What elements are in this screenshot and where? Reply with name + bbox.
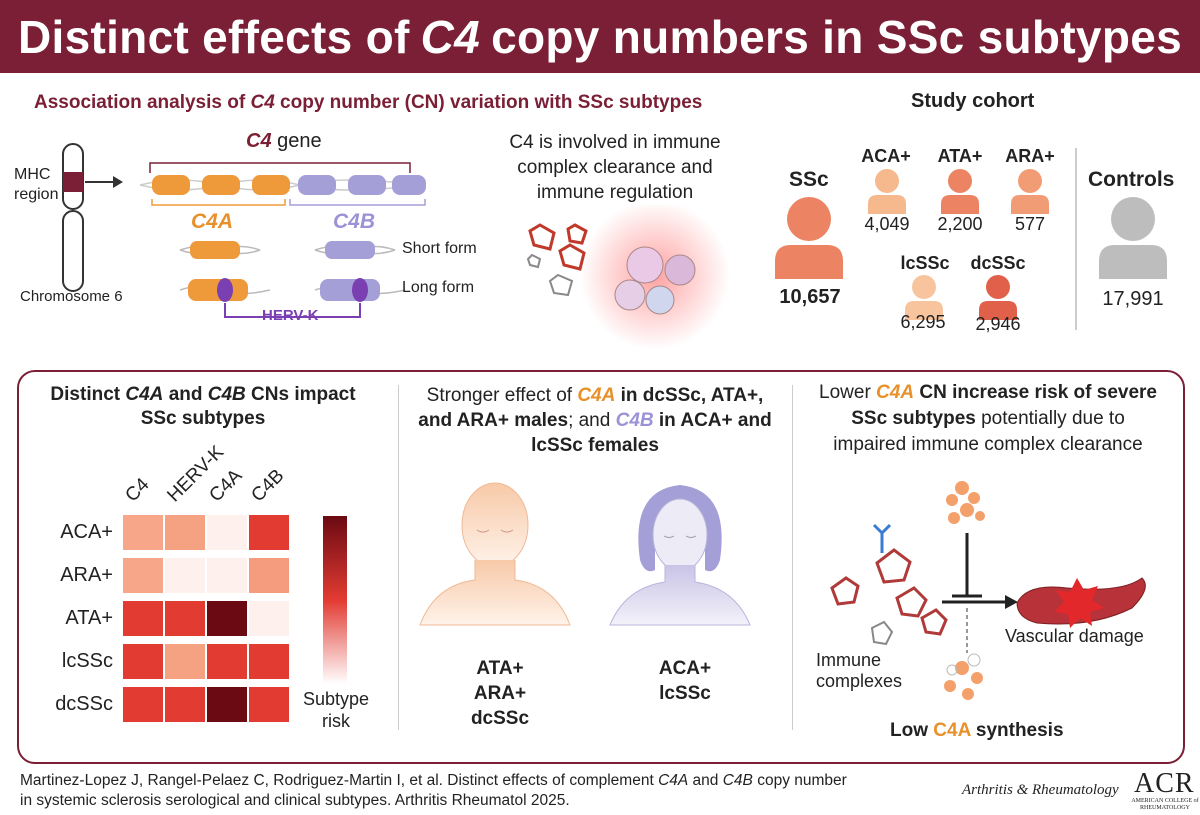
panel-divider-2 (792, 385, 793, 730)
heatmap-cell (165, 558, 205, 593)
title-text: Distinct effects of (18, 10, 410, 63)
ssc-person-icon (775, 197, 843, 279)
heatmap-cell (123, 558, 163, 593)
immune-complexes-label: Immune complexes (816, 650, 903, 691)
immune-clearance-illustration (526, 205, 730, 350)
heatmap-legend-label: Subtype risk (302, 689, 370, 731)
heatmap-legend-bar (323, 516, 347, 684)
heatmap-cell (165, 644, 205, 679)
group-count-lcssc: 6,295 (900, 312, 946, 332)
heatmap-cell (165, 515, 205, 550)
female-face-illustration (609, 485, 751, 626)
title-text-post: copy numbers in SSc subtypes (491, 10, 1182, 63)
heatmap-cell (123, 687, 163, 722)
acr-subtitle: AMERICAN COLLEGE of RHEUMATOLOGY (1131, 798, 1199, 811)
panel1-title: Distinct C4A and C4B CNs impact SSc subty… (50, 384, 356, 429)
group-count-dcssc: 2,946 (975, 314, 1021, 334)
c4a-label: C4A (191, 210, 234, 233)
group-label-ara: ARA+ (1005, 146, 1055, 166)
heatmap-row-label: ACA+ (60, 521, 113, 543)
ata-person-icon (941, 169, 979, 214)
low-c4a-synthesis: Low C4A synthesis (890, 720, 1064, 741)
mhc-label: MHC region (14, 166, 59, 203)
heatmap-cell (249, 515, 289, 550)
c4-function-text: C4 is involved in immune complex clearan… (509, 132, 721, 203)
group-label-lcssc: lcSSc (900, 253, 950, 273)
group-count-aca: 4,049 (864, 214, 910, 234)
heatmap-row-label: dcSSc (55, 693, 113, 715)
journal-logo: Arthritis & Rheumatology (962, 782, 1119, 798)
panel-divider-1 (398, 385, 399, 730)
panel2-title: Stronger effect of C4A in dcSSc, ATA+, a… (418, 385, 772, 456)
male-groups: ATA+ ARA+ dcSSc (470, 658, 530, 729)
c4b-label: C4B (333, 210, 376, 233)
heatmap-cell (249, 601, 289, 636)
results-panel (17, 370, 1185, 764)
short-form-label: Short form (402, 240, 477, 257)
heatmap-cell (249, 687, 289, 722)
acr-logo: ACR (1134, 768, 1195, 799)
banner-title: Distinct effects of C4 copy numbers in S… (0, 0, 1200, 73)
title-gene: C4 (420, 10, 481, 63)
aca-person-icon (868, 169, 906, 214)
heatmap-cell (207, 687, 247, 722)
heatmap-cell (123, 644, 163, 679)
lcssc-person-icon (905, 275, 943, 320)
heatmap-row-label: lcSSc (61, 650, 113, 672)
heatmap-cell (123, 515, 163, 550)
ssc-count: 10,657 (779, 286, 841, 308)
heatmap-row-label: ATA+ (65, 607, 113, 629)
heatmap-cell (249, 558, 289, 593)
controls-count: 17,991 (1102, 288, 1164, 310)
controls-person-icon (1099, 197, 1167, 279)
mechanism-illustration (830, 481, 1146, 700)
panel3-title: Lower C4A CN increase risk of severe SSc… (819, 382, 1157, 455)
heatmap-cell (207, 644, 247, 679)
heatmap-row-label: ARA+ (60, 564, 113, 586)
group-label-aca: ACA+ (861, 146, 911, 166)
vascular-damage-label: Vascular damage (1005, 626, 1144, 646)
heatmap-cell (123, 601, 163, 636)
heatmap-cell (249, 644, 289, 679)
male-face-illustration (419, 482, 571, 626)
ara-person-icon (1011, 169, 1049, 214)
controls-label: Controls (1088, 168, 1175, 191)
female-groups: ACA+ lcSSc (658, 658, 712, 704)
heatmap-cell (207, 515, 247, 550)
reference-citation: Martinez-Lopez J, Rangel-Pelaez C, Rodri… (20, 772, 847, 809)
association-heading: Association analysis of C4 copy number (… (34, 92, 703, 113)
group-label-dcssc: dcSSc (970, 253, 1026, 273)
long-form-label: Long form (402, 279, 475, 296)
chromosome-icon (62, 143, 123, 292)
group-count-ara: 577 (1014, 214, 1046, 234)
heatmap-cell (165, 601, 205, 636)
gene-label: C4 gene (246, 130, 322, 152)
ssc-label: SSc (789, 168, 829, 191)
heatmap-cell (165, 687, 205, 722)
dcssc-person-icon (979, 275, 1017, 320)
cohort-divider (1075, 148, 1077, 330)
group-label-ata: ATA+ (937, 146, 983, 166)
heatmap-cell (207, 558, 247, 593)
group-count-ata: 2,200 (937, 214, 983, 234)
chromosome-label: Chromosome 6 (20, 288, 123, 305)
cohort-title: Study cohort (911, 90, 1035, 112)
herv-label: HERV-K (262, 307, 319, 324)
heatmap-cell (207, 601, 247, 636)
gene-diagram (139, 162, 426, 318)
